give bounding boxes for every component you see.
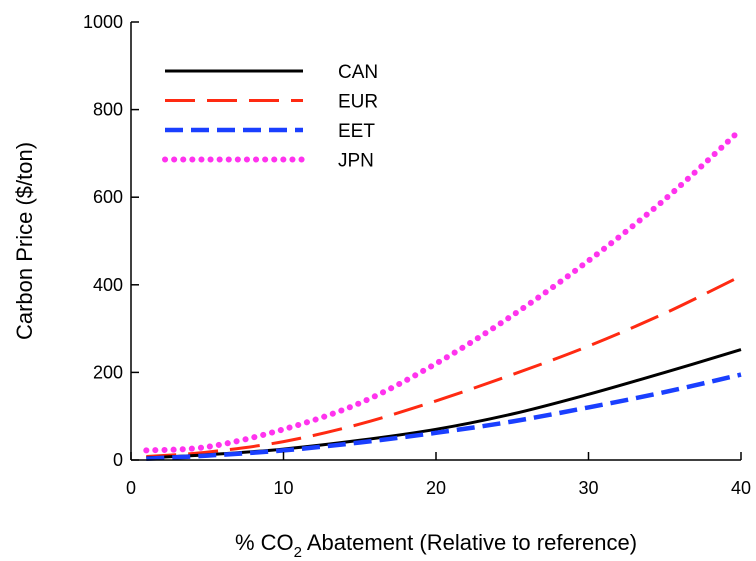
y-tick-label: 1000: [83, 12, 123, 32]
series-group: [143, 126, 744, 461]
x-tick-label: 30: [578, 478, 598, 498]
legend-label-eur: EUR: [338, 92, 378, 113]
y-axis-title: Carbon Price ($/ton): [12, 142, 37, 340]
legend-label-eet: EET: [338, 121, 375, 142]
legend: CAN EUR EET JPN: [162, 62, 378, 172]
x-tick-label: 0: [126, 478, 136, 498]
y-tick-label: 600: [93, 187, 123, 207]
x-tick-label: 40: [731, 478, 751, 498]
y-tick-label: 400: [93, 275, 123, 295]
series-line-eur: [146, 274, 742, 458]
x-axis-title-suffix: Abatement (Relative to reference): [302, 530, 637, 555]
x-axis-title-prefix: % CO: [235, 530, 294, 555]
series-line-jpn: [143, 126, 744, 454]
y-tick-label: 800: [93, 100, 123, 120]
y-tick-label: 0: [113, 450, 123, 470]
x-axis-title-subscript: 2: [294, 544, 302, 561]
series-line-eet: [146, 372, 742, 461]
legend-label-jpn: JPN: [338, 151, 374, 172]
y-ticks: 0 200 400 600 800 1000: [83, 12, 139, 470]
x-axis-title: % CO2 Abatement (Relative to reference): [235, 530, 637, 561]
x-tick-label: 10: [273, 478, 293, 498]
x-tick-label: 20: [426, 478, 446, 498]
legend-label-can: CAN: [338, 62, 378, 83]
y-tick-label: 200: [93, 362, 123, 382]
x-ticks: 0 10 20 30 40: [126, 452, 751, 498]
